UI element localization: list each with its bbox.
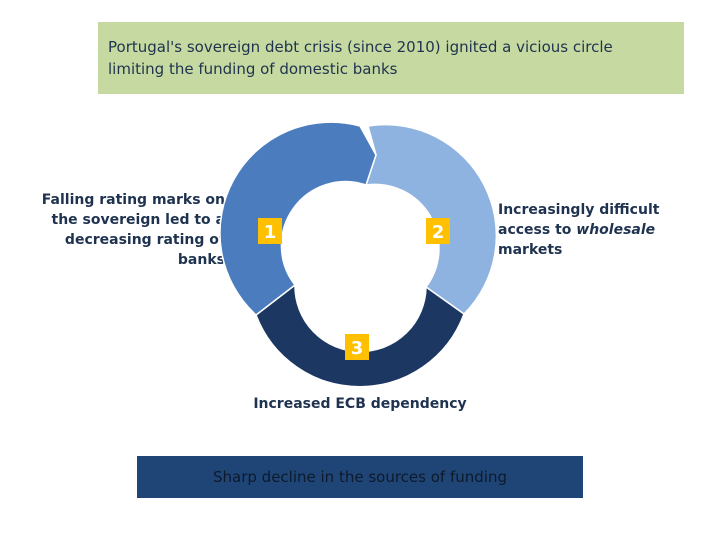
- cycle-segment-1: [219, 121, 377, 316]
- left-annotation-line-4: banks: [177, 252, 225, 268]
- right-annotation-line-2: access to wholesale: [498, 220, 668, 240]
- funding-decline-banner: Sharp decline in the sources of funding: [137, 456, 583, 498]
- left-annotation-line-3: decreasing rating of: [64, 232, 225, 248]
- ecb-dependency-label: Increased ECB dependency: [253, 396, 467, 412]
- title-box: Portugal's sovereign debt crisis (since …: [98, 22, 684, 94]
- right-annotation-prefix: access to: [498, 222, 577, 238]
- left-annotation-line-1: Falling rating marks on: [41, 192, 225, 208]
- right-annotation-line-3: markets: [498, 242, 563, 258]
- cycle-number-2: 2: [432, 222, 445, 243]
- right-annotation: Increasingly difficult access to wholesa…: [498, 200, 668, 260]
- cycle-segment-2: [364, 123, 498, 315]
- cycle-number-badge-1: [258, 218, 282, 244]
- title-line-2: limiting the funding of domestic banks: [108, 60, 398, 78]
- cycle-number-1: 1: [264, 222, 277, 243]
- right-annotation-emphasis: wholesale: [576, 222, 656, 238]
- title-line-1: Portugal's sovereign debt crisis (since …: [108, 38, 613, 56]
- cycle-number-3: 3: [351, 338, 364, 359]
- right-annotation-line-1: Increasingly difficult: [498, 202, 660, 218]
- left-annotation-line-2: the sovereign led to a: [51, 212, 225, 228]
- cycle-number-badge-2: [426, 218, 450, 244]
- left-annotation: Falling rating marks on the sovereign le…: [30, 190, 225, 270]
- cycle-number-badge-3: [345, 334, 369, 360]
